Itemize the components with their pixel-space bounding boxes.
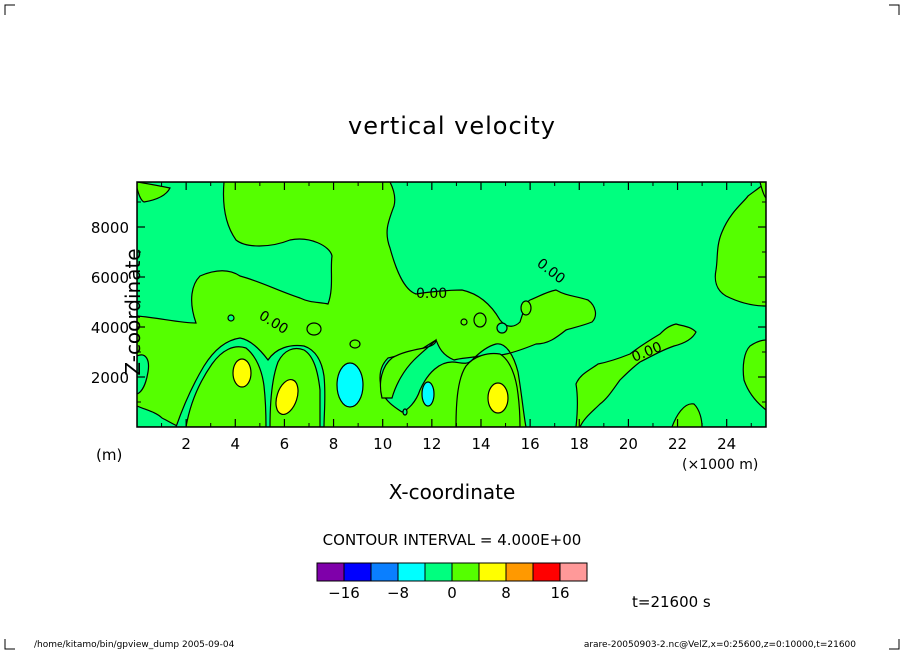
contour-loop-3 — [349, 339, 361, 349]
x-tick-label: 4 — [231, 435, 241, 453]
field-min-2 — [421, 381, 435, 407]
colorbar-swatch — [532, 562, 561, 582]
chart-title: vertical velocity — [348, 112, 556, 140]
x-tick-label: 6 — [280, 435, 290, 453]
x-axis-label: X-coordinate — [0, 480, 904, 504]
x-tick-label: 2 — [181, 435, 191, 453]
contour-loop-7 — [402, 408, 408, 416]
colorbar-tick-label: 16 — [550, 584, 569, 602]
field-island-lower-4 — [379, 338, 437, 399]
colorbar: −16 −8 0 8 16 — [316, 562, 588, 602]
contour-label-2: 0.00 — [416, 286, 447, 302]
field-island-upper-left — [137, 182, 171, 203]
x-axis-ticks: 2 4 6 8 10 12 14 16 18 20 22 24 — [161, 182, 752, 453]
y-axis-unit: (m) — [96, 446, 123, 464]
contour-loop-6 — [520, 300, 532, 316]
colorbar-swatch — [559, 562, 588, 582]
contour-loop-8 — [460, 318, 468, 326]
x-tick-label: 24 — [717, 435, 736, 453]
colorbar-swatch — [451, 562, 480, 582]
contour-loop-4 — [473, 312, 487, 328]
field-max-3 — [487, 382, 509, 414]
x-tick-label: 8 — [329, 435, 339, 453]
y-tick-label: 6000 — [91, 269, 129, 287]
field-island-upper-right — [759, 182, 766, 199]
y-axis-ticks: 2000 4000 6000 8000 — [91, 201, 766, 403]
colorbar-swatch — [397, 562, 426, 582]
colorbar-swatch — [424, 562, 453, 582]
colorbar-swatch — [343, 562, 372, 582]
x-tick-label: 16 — [521, 435, 540, 453]
x-tick-label: 12 — [422, 435, 441, 453]
footer-left: /home/kitamo/bin/gpview_dump 2005-09-04 — [34, 640, 235, 650]
field-min-1 — [336, 362, 364, 408]
colorbar-tick-label: −16 — [328, 584, 360, 602]
contour-interval-text: CONTOUR INTERVAL = 4.000E+00 — [322, 531, 582, 549]
footer-right: arare-20050903-2.nc@VelZ,x=0:25600,z=0:1… — [583, 640, 856, 650]
contour-loop-5 — [496, 322, 508, 334]
colorbar-tick-label: 0 — [447, 584, 457, 602]
plot-frame — [136, 181, 767, 428]
x-tick-label: 14 — [471, 435, 490, 453]
contour-loop-2 — [306, 322, 322, 336]
y-tick-label: 8000 — [91, 219, 129, 237]
colorbar-swatch — [478, 562, 507, 582]
time-label: t=21600 s — [632, 593, 711, 611]
y-tick-label: 2000 — [91, 369, 129, 387]
colorbar-swatch — [316, 562, 345, 582]
x-tick-label: 18 — [570, 435, 589, 453]
colorbar-swatch — [505, 562, 534, 582]
x-tick-label: 10 — [373, 435, 392, 453]
x-tick-label: 22 — [668, 435, 687, 453]
colorbar-swatch — [370, 562, 399, 582]
field-max-2 — [275, 379, 299, 415]
x-axis-label-text: X-coordinate — [388, 480, 516, 504]
y-axis-label: Z-coordinate — [121, 248, 145, 376]
colorbar-tick-label: 8 — [501, 584, 511, 602]
y-tick-label: 4000 — [91, 319, 129, 337]
contour-loop-1 — [227, 314, 235, 322]
field-max-1 — [232, 358, 252, 388]
colorbar-tick-label: −8 — [387, 584, 409, 602]
x-axis-unit: (×1000 m) — [682, 457, 759, 473]
x-tick-label: 20 — [619, 435, 638, 453]
